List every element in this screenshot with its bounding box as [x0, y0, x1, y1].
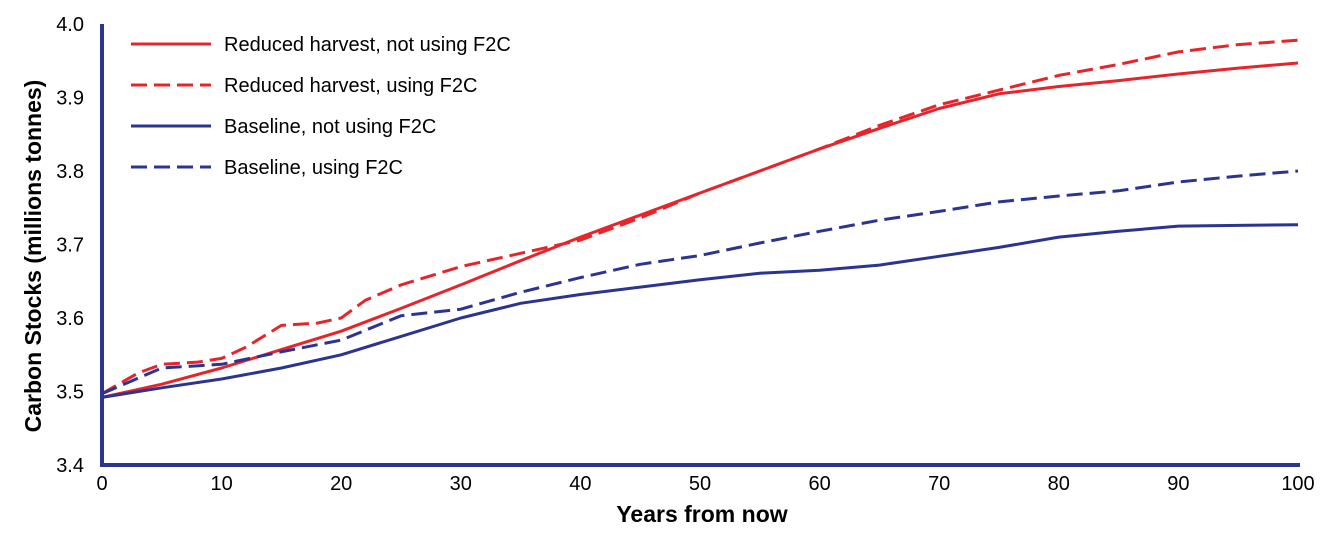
x-tick-label: 50 — [689, 473, 711, 495]
x-tick-label: 80 — [1048, 473, 1070, 495]
y-tick-label: 3.6 — [56, 308, 84, 330]
y-tick-labels: 3.4 3.5 3.6 3.7 3.8 3.9 4.0 — [56, 14, 84, 477]
y-tick-label: 3.5 — [56, 382, 84, 404]
x-tick-label: 30 — [450, 473, 472, 495]
y-tick-label: 3.4 — [56, 455, 84, 477]
legend-label: Reduced harvest, not using F2C — [224, 34, 511, 56]
x-tick-label: 10 — [210, 473, 232, 495]
x-tick-label: 100 — [1281, 473, 1314, 495]
y-tick-label: 3.9 — [56, 88, 84, 110]
x-tick-label: 60 — [808, 473, 830, 495]
series-line-0 — [101, 61, 1299, 399]
y-tick-label: 3.7 — [56, 235, 84, 257]
x-tick-label: 20 — [330, 473, 352, 495]
y-tick-label: 4.0 — [56, 14, 84, 36]
plot-lines — [101, 38, 1299, 399]
legend-label: Baseline, using F2C — [224, 157, 403, 179]
x-tick-label: 70 — [928, 473, 950, 495]
x-tick-label: 40 — [569, 473, 591, 495]
x-tick-label: 0 — [96, 473, 107, 495]
y-axis-title: Carbon Stocks (millions tonnes) — [20, 80, 46, 433]
x-axis-title: Years from now — [616, 501, 787, 527]
series-line-3 — [101, 169, 1299, 396]
legend-label: Baseline, not using F2C — [224, 116, 436, 138]
series-line-2 — [101, 223, 1299, 399]
axes — [100, 24, 1300, 467]
y-tick-label: 3.8 — [56, 161, 84, 183]
x-tick-labels: 0 10 20 30 40 50 60 70 80 90 100 — [96, 473, 1314, 495]
x-tick-label: 90 — [1167, 473, 1189, 495]
legend-label: Reduced harvest, using F2C — [224, 75, 477, 97]
legend: Reduced harvest, not using F2C Reduced ha… — [131, 34, 511, 179]
